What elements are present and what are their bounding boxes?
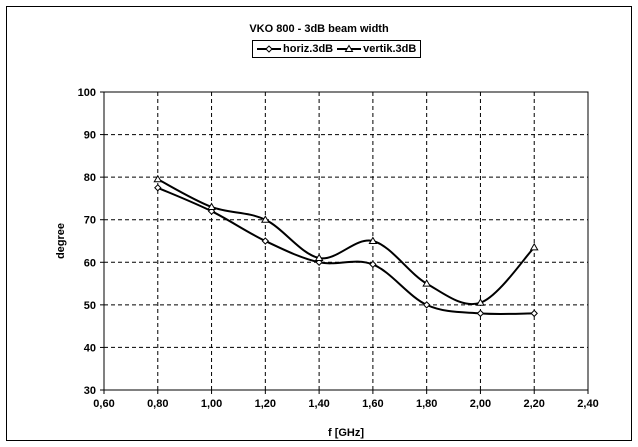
- data-point-1: [261, 237, 270, 245]
- data-point-1: [476, 309, 485, 318]
- x-tick-label: 0,80: [147, 398, 168, 410]
- y-tick-label: 80: [84, 172, 96, 184]
- data-point-2: [529, 242, 539, 251]
- plot-border: [103, 91, 589, 391]
- data-point-2: [153, 174, 163, 183]
- legend-label-horiz: horiz.3dB: [283, 43, 334, 55]
- y-axis-label: degree: [55, 223, 67, 259]
- x-tick-label: 1,00: [201, 398, 222, 410]
- x-tick-label: 2,20: [524, 398, 545, 410]
- y-tick-label: 100: [78, 87, 96, 99]
- x-tick-label: 1,20: [255, 398, 276, 410]
- y-tick-label: 40: [84, 342, 96, 354]
- x-axis-label: f [GHz]: [328, 427, 364, 439]
- data-point-2: [260, 215, 270, 223]
- legend-item-horiz: horiz.3dB: [257, 43, 333, 55]
- x-tick-label: 0,60: [93, 398, 114, 410]
- x-tick-label: 1,60: [362, 398, 383, 410]
- legend-swatch-diamond-icon: [257, 45, 281, 53]
- legend-item-vertik: vertik.3dB: [337, 43, 416, 55]
- data-point-1: [154, 184, 162, 192]
- data-point-1: [369, 260, 377, 269]
- data-point-2: [207, 202, 216, 210]
- chart-legend: horiz.3dB vertik.3dB: [252, 40, 422, 58]
- data-point-2: [368, 236, 378, 244]
- data-point-1: [422, 301, 431, 309]
- y-tick-label: 70: [84, 215, 96, 227]
- x-tick-label: 2,40: [577, 398, 598, 410]
- x-tick-label: 2,00: [470, 398, 491, 410]
- data-point-1: [530, 309, 538, 318]
- y-tick-label: 50: [84, 300, 96, 312]
- x-tick-label: 1,80: [416, 398, 437, 410]
- x-tick-label: 1,40: [308, 398, 329, 410]
- legend-label-vertik: vertik.3dB: [363, 43, 417, 55]
- data-point-2: [314, 253, 324, 262]
- series-line-1: [157, 186, 535, 315]
- y-tick-label: 60: [84, 257, 96, 269]
- legend-swatch-triangle-icon: [337, 44, 362, 52]
- data-point-2: [422, 279, 432, 287]
- data-point-2: [476, 298, 485, 306]
- chart-title: VKO 800 - 3dB beam width: [249, 23, 389, 35]
- y-tick-label: 90: [84, 130, 96, 142]
- y-tick-label: 30: [84, 385, 96, 397]
